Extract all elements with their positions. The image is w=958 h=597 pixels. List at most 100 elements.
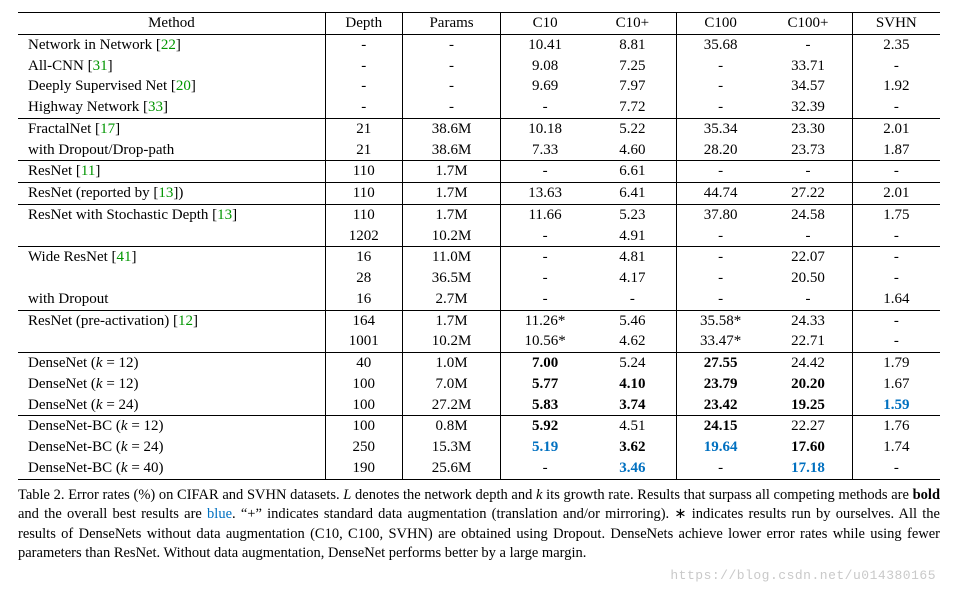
table-cell: 32.39 [764, 97, 852, 118]
table-cell: 5.83 [501, 395, 589, 416]
table-cell: 9.08 [501, 56, 589, 77]
table-cell: - [501, 97, 589, 118]
table-cell: 1.74 [852, 437, 940, 458]
method-cell: DenseNet (k = 12) [18, 353, 325, 374]
table-cell: 1.59 [852, 395, 940, 416]
table-cell: 1.92 [852, 76, 940, 97]
method-cell: DenseNet-BC (k = 12) [18, 416, 325, 437]
table-cell: 4.10 [589, 374, 677, 395]
table-cell: - [677, 289, 765, 310]
method-cell: with Dropout/Drop-path [18, 140, 325, 161]
table-row: ResNet with Stochastic Depth [13]1101.7M… [18, 204, 940, 225]
table-cell: 250 [325, 437, 402, 458]
table-cell: - [589, 289, 677, 310]
table-cell: 27.55 [677, 353, 765, 374]
table-cell: 5.92 [501, 416, 589, 437]
col-depth: Depth [325, 13, 402, 35]
table-cell: 164 [325, 310, 402, 331]
table-cell: 36.5M [402, 268, 501, 289]
table-cell: 100 [325, 374, 402, 395]
table-cell: - [677, 161, 765, 183]
table-cell: - [501, 458, 589, 479]
citation-link[interactable]: 12 [178, 313, 193, 329]
table-row: DenseNet-BC (k = 12)1000.8M5.924.5124.15… [18, 416, 940, 437]
table-cell: 6.61 [589, 161, 677, 183]
table-cell: 4.17 [589, 268, 677, 289]
table-cell: 44.74 [677, 183, 765, 205]
table-cell: - [764, 161, 852, 183]
table-cell: 19.64 [677, 437, 765, 458]
table-cell: - [852, 56, 940, 77]
citation-link[interactable]: 33 [148, 99, 163, 115]
table-cell: 4.60 [589, 140, 677, 161]
table-cell: 4.62 [589, 331, 677, 352]
method-cell: Highway Network [33] [18, 97, 325, 118]
table-cell: 27.22 [764, 183, 852, 205]
method-cell [18, 331, 325, 352]
table-row: ResNet (pre-activation) [12]1641.7M11.26… [18, 310, 940, 331]
table-cell: 110 [325, 204, 402, 225]
citation-link[interactable]: 11 [81, 163, 95, 179]
citation-link[interactable]: 17 [100, 121, 115, 137]
table-cell: 24.58 [764, 204, 852, 225]
citation-link[interactable]: 22 [161, 37, 176, 53]
table-cell: 1.7M [402, 183, 501, 205]
table-cell: 10.56* [501, 331, 589, 352]
table-row: DenseNet-BC (k = 24)25015.3M5.193.6219.6… [18, 437, 940, 458]
col-c100p: C100+ [764, 13, 852, 35]
citation-link[interactable]: 41 [117, 249, 132, 265]
math-var: k [96, 397, 103, 413]
table-cell: 38.6M [402, 118, 501, 139]
results-table: Method Depth Params C10 C10+ C100 C100+ … [18, 12, 940, 480]
col-c10p: C10+ [589, 13, 677, 35]
table-cell: 15.3M [402, 437, 501, 458]
table-cell: - [852, 97, 940, 118]
table-cell: - [325, 76, 402, 97]
table-head: Method Depth Params C10 C10+ C100 C100+ … [18, 13, 940, 35]
table-cell: - [677, 247, 765, 268]
table-row: DenseNet (k = 24)10027.2M5.833.7423.4219… [18, 395, 940, 416]
citation-link[interactable]: 13 [158, 185, 173, 201]
table-cell: - [764, 226, 852, 247]
table-cell: 28.20 [677, 140, 765, 161]
citation-link[interactable]: 13 [217, 207, 232, 223]
table-cell: 2.35 [852, 34, 940, 55]
table-cell: 33.47* [677, 331, 765, 352]
method-cell: DenseNet-BC (k = 24) [18, 437, 325, 458]
table-cell: - [402, 56, 501, 77]
table-cell: - [501, 161, 589, 183]
table-cell: - [852, 458, 940, 479]
table-cell: 100 [325, 416, 402, 437]
table-cell: 19.25 [764, 395, 852, 416]
table-cell: 1001 [325, 331, 402, 352]
caption-text: and the overall best results are [18, 506, 207, 522]
table-row: ResNet (reported by [13])1101.7M13.636.4… [18, 183, 940, 205]
table-cell: 17.18 [764, 458, 852, 479]
caption-text: Table 2. Error rates (%) on CIFAR and SV… [18, 487, 343, 503]
table-cell: 23.30 [764, 118, 852, 139]
table-cell: 38.6M [402, 140, 501, 161]
table-cell: 34.57 [764, 76, 852, 97]
citation-link[interactable]: 31 [93, 58, 108, 74]
table-row: DenseNet (k = 12)401.0M7.005.2427.5524.4… [18, 353, 940, 374]
table-cell: - [677, 458, 765, 479]
math-var: k [96, 355, 103, 371]
method-cell: Wide ResNet [41] [18, 247, 325, 268]
table-caption: Table 2. Error rates (%) on CIFAR and SV… [18, 486, 940, 564]
table-cell: - [677, 226, 765, 247]
table-cell: 1.79 [852, 353, 940, 374]
table-cell: - [764, 34, 852, 55]
table-cell: 4.91 [589, 226, 677, 247]
table-cell: 2.7M [402, 289, 501, 310]
table-cell: 3.74 [589, 395, 677, 416]
table-cell: 1202 [325, 226, 402, 247]
table-cell: 110 [325, 161, 402, 183]
table-body: Network in Network [22]--10.418.8135.68-… [18, 34, 940, 479]
table-cell: 1.7M [402, 204, 501, 225]
citation-link[interactable]: 20 [176, 78, 191, 94]
table-row: DenseNet (k = 12)1007.0M5.774.1023.7920.… [18, 374, 940, 395]
table-row: Wide ResNet [41]1611.0M-4.81-22.07- [18, 247, 940, 268]
method-cell: All-CNN [31] [18, 56, 325, 77]
table-cell: 23.79 [677, 374, 765, 395]
table-cell: 2.01 [852, 183, 940, 205]
